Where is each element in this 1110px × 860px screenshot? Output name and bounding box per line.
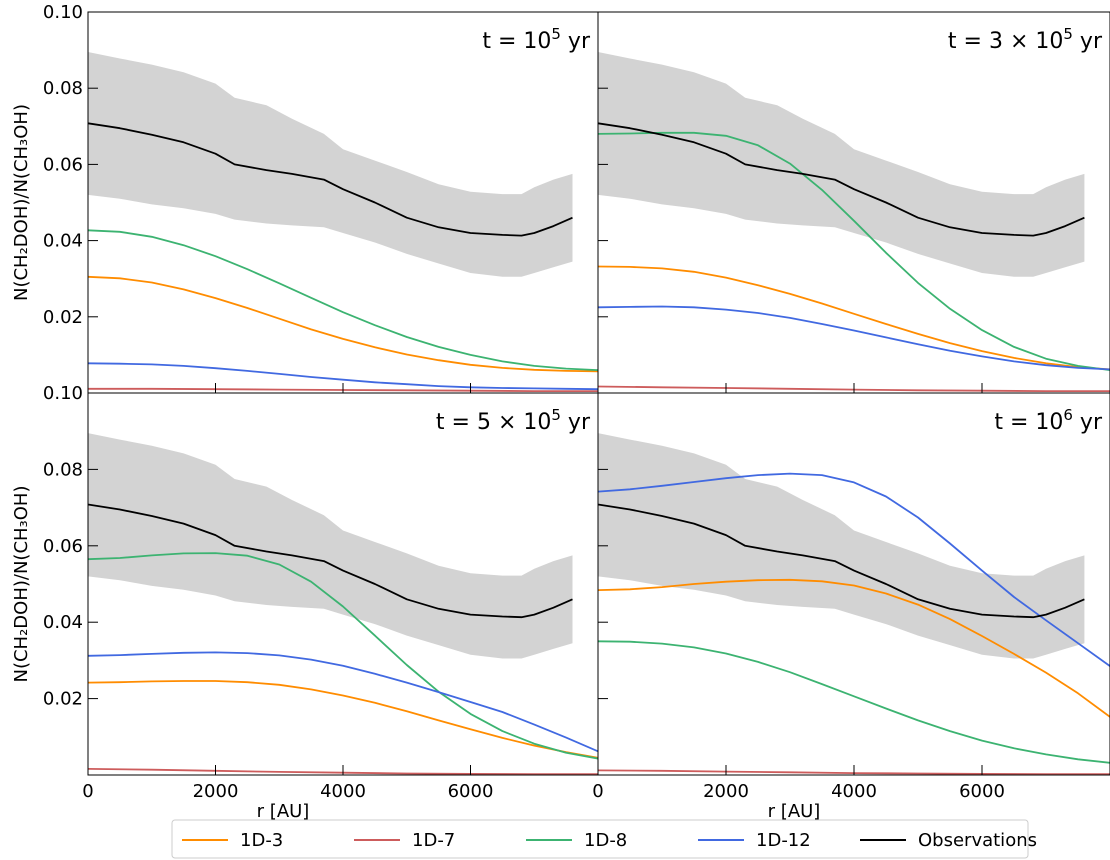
x-tick-label: 6000 — [959, 781, 1005, 802]
series-line-observations — [598, 122, 1085, 237]
panel-title: t = 5 × 105 yr — [436, 406, 591, 435]
observations-uncertainty-band — [598, 52, 1085, 277]
legend-frame — [171, 819, 1029, 859]
panel-3: 0 2000 4000 6000 0.02 0.04 0.06 0.08 0.10 t = 5 ×… — [11, 383, 599, 822]
x-tick-label: 0 — [592, 781, 603, 802]
y-tick-label: 0.08 — [43, 459, 83, 480]
series-line-1d-8 — [88, 552, 598, 760]
x-tick-label: 2000 — [703, 781, 749, 802]
panel-title: t = 3 × 105 yr — [948, 25, 1103, 54]
panel-4: 0 2000 4000 6000 t = 106 yr r [AU] — [592, 392, 1110, 822]
series-line-1d-12 — [88, 651, 598, 753]
y-axis-label: N(CH₂DOH)/N(CH₃OH) — [11, 104, 32, 301]
series-line-1d-3 — [598, 265, 1110, 371]
y-tick-label: 0.02 — [43, 689, 83, 710]
panel-2-plot-area — [598, 52, 1110, 393]
legend-label-observations: Observations — [918, 830, 1037, 851]
series-line-1d-12 — [598, 472, 1110, 667]
x-axis-label: r [AU] — [257, 801, 310, 822]
legend-label-1d-3: 1D-3 — [240, 830, 283, 851]
series-line-observations — [598, 503, 1085, 619]
x-tick-label: 4000 — [320, 781, 366, 802]
series-line-1d-8 — [598, 131, 1110, 371]
x-tick-label: 6000 — [448, 781, 494, 802]
series-line-1d-3 — [598, 578, 1110, 718]
x-tick-label: 2000 — [193, 781, 239, 802]
y-tick-label: 0.04 — [43, 612, 83, 633]
y-tick-label: 0.08 — [43, 78, 83, 99]
y-tick-label: 0.06 — [43, 536, 83, 557]
y-tick-label: 0.04 — [43, 231, 83, 252]
observations-uncertainty-band — [88, 52, 573, 277]
series-line-1d-3 — [88, 275, 598, 373]
series-line-observations — [88, 122, 573, 237]
series-line-1d-12 — [598, 305, 1110, 371]
panel-title: t = 105 yr — [482, 25, 591, 54]
x-axis-label: r [AU] — [768, 801, 821, 822]
legend: 1D-3 1D-7 1D-8 1D-12 Observations — [171, 819, 1037, 859]
y-tick-label: 0.06 — [43, 154, 83, 175]
panel-3-plot-area — [88, 433, 598, 775]
x-tick-label: 0 — [82, 781, 93, 802]
panel-title: t = 106 yr — [994, 406, 1103, 435]
x-tick-label: 4000 — [831, 781, 877, 802]
panel-1-plot-area — [88, 52, 598, 393]
legend-label-1d-12: 1D-12 — [756, 830, 811, 851]
observations-uncertainty-band — [598, 433, 1085, 659]
panel-2: t = 3 × 105 yr — [597, 11, 1110, 394]
y-tick-label: 0.10 — [43, 2, 83, 23]
series-line-1d-12 — [88, 362, 598, 391]
observations-uncertainty-band — [88, 433, 573, 659]
series-line-observations — [88, 503, 573, 619]
y-tick-label: 0.02 — [43, 307, 83, 328]
y-axis-label: N(CH₂DOH)/N(CH₃OH) — [11, 486, 32, 683]
series-line-1d-8 — [88, 229, 598, 371]
panel-1: 0.02 0.04 0.06 0.08 0.10 t = 105 yr N(CH₂DOH)/… — [11, 2, 599, 394]
y-tick-label: 0.10 — [43, 383, 83, 404]
series-line-1d-8 — [598, 640, 1110, 764]
legend-label-1d-7: 1D-7 — [412, 830, 455, 851]
legend-label-1d-8: 1D-8 — [584, 830, 627, 851]
panel-4-plot-area — [598, 433, 1110, 775]
series-line-1d-3 — [88, 680, 598, 759]
